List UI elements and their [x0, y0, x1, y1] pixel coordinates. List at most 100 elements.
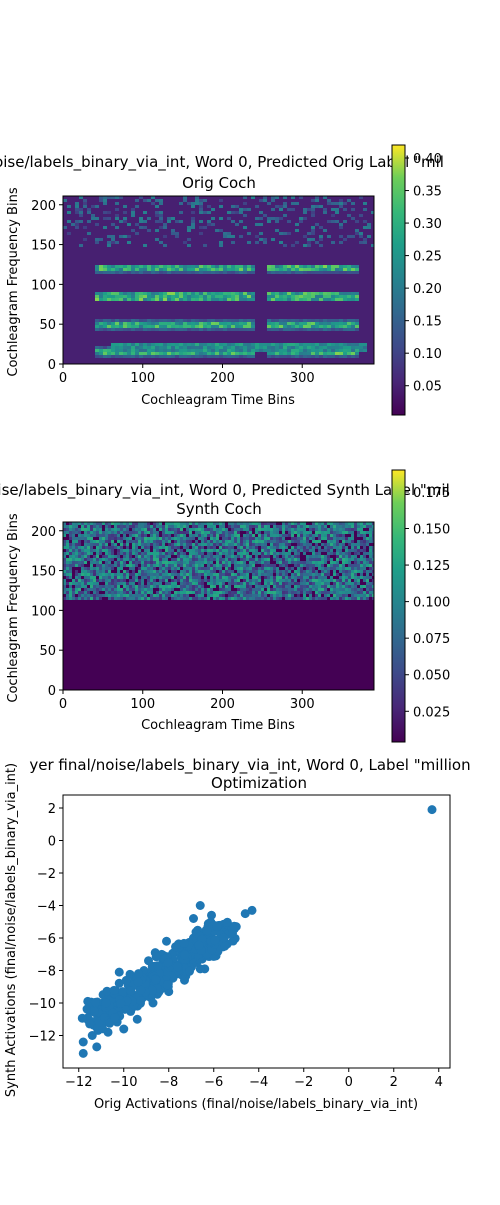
- heatmap-cell: [186, 594, 189, 597]
- heatmap-cell: [213, 522, 216, 525]
- heatmap-cell: [231, 235, 235, 238]
- heatmap-cell: [162, 597, 165, 600]
- synth-axes-frame: [62, 521, 375, 691]
- heatmap-cell: [351, 208, 355, 211]
- heatmap-cell: [327, 319, 331, 322]
- heatmap-cell: [311, 205, 315, 208]
- heatmap-cell: [103, 298, 107, 301]
- heatmap-cell: [123, 265, 127, 268]
- heatmap-cell: [69, 531, 72, 534]
- heatmap-cell: [291, 582, 294, 585]
- heatmap-cell: [267, 531, 270, 534]
- heatmap-cell: [141, 558, 144, 561]
- heatmap-cell: [216, 543, 219, 546]
- heatmap-cell: [153, 570, 156, 573]
- heatmap-cell: [150, 564, 153, 567]
- heatmap-cell: [237, 576, 240, 579]
- heatmap-cell: [139, 271, 143, 274]
- heatmap-cell: [327, 543, 330, 546]
- heatmap-cell: [147, 295, 151, 298]
- heatmap-cell: [192, 549, 195, 552]
- heatmap-cell: [291, 265, 295, 268]
- heatmap-cell: [327, 552, 330, 555]
- heatmap-cell: [315, 319, 319, 322]
- heatmap-cell: [306, 561, 309, 564]
- heatmap-cell: [303, 531, 306, 534]
- heatmap-cell: [283, 214, 287, 217]
- heatmap-cell: [327, 558, 330, 561]
- heatmap-cell: [211, 352, 215, 355]
- heatmap-cell: [207, 579, 210, 582]
- heatmap-cell: [252, 537, 255, 540]
- heatmap-cell: [210, 525, 213, 528]
- heatmap-cell: [201, 573, 204, 576]
- heatmap-cell: [279, 561, 282, 564]
- heatmap-cell: [215, 352, 219, 355]
- heatmap-cell: [84, 576, 87, 579]
- heatmap-cell: [204, 564, 207, 567]
- heatmap-cell: [201, 528, 204, 531]
- heatmap-cell: [231, 537, 234, 540]
- heatmap-cell: [275, 196, 279, 199]
- synth-coch-panel: oise/labels_binary_via_int, Word 0, Pred…: [0, 469, 450, 743]
- heatmap-cell: [333, 552, 336, 555]
- heatmap-cell: [252, 567, 255, 570]
- heatmap-cell: [288, 576, 291, 579]
- heatmap-cell: [312, 546, 315, 549]
- heatmap-cell: [156, 552, 159, 555]
- heatmap-cell: [282, 579, 285, 582]
- heatmap-cell: [175, 235, 179, 238]
- heatmap-cell: [287, 298, 291, 301]
- heatmap-cell: [187, 265, 191, 268]
- heatmap-cell: [333, 531, 336, 534]
- heatmap-cell: [324, 528, 327, 531]
- heatmap-cell: [247, 232, 251, 235]
- heatmap-cell: [215, 271, 219, 274]
- heatmap-cell: [237, 588, 240, 591]
- heatmap-cell: [294, 597, 297, 600]
- heatmap-cell: [355, 319, 359, 322]
- heatmap-cell: [251, 325, 255, 328]
- heatmap-cell: [156, 537, 159, 540]
- heatmap-cell: [168, 555, 171, 558]
- heatmap-cell: [251, 196, 255, 199]
- heatmap-cell: [135, 588, 138, 591]
- heatmap-cell: [240, 543, 243, 546]
- heatmap-cell: [357, 597, 360, 600]
- heatmap-cell: [336, 555, 339, 558]
- heatmap-cell: [129, 582, 132, 585]
- heatmap-cell: [123, 271, 127, 274]
- heatmap-cell: [155, 352, 159, 355]
- heatmap-cell: [127, 355, 131, 358]
- heatmap-cell: [251, 268, 255, 271]
- heatmap-cell: [93, 546, 96, 549]
- heatmap-cell: [211, 343, 215, 346]
- heatmap-cell: [189, 585, 192, 588]
- heatmap-cell: [246, 543, 249, 546]
- heatmap-cell: [231, 546, 234, 549]
- heatmap-cell: [270, 549, 273, 552]
- heatmap-cell: [78, 537, 81, 540]
- heatmap-cell: [90, 591, 93, 594]
- heatmap-cell: [311, 322, 315, 325]
- heatmap-cell: [175, 271, 179, 274]
- heatmap-cell: [219, 582, 222, 585]
- y-tick-label: 100: [31, 278, 56, 293]
- heatmap-cell: [331, 298, 335, 301]
- heatmap-cell: [120, 597, 123, 600]
- heatmap-cell: [195, 325, 199, 328]
- heatmap-cell: [243, 355, 247, 358]
- heatmap-cell: [179, 268, 183, 271]
- heatmap-cell: [283, 268, 287, 271]
- heatmap-cell: [183, 543, 186, 546]
- heatmap-cell: [151, 268, 155, 271]
- heatmap-cell: [331, 265, 335, 268]
- heatmap-cell: [243, 549, 246, 552]
- heatmap-cell: [300, 543, 303, 546]
- heatmap-cell: [312, 534, 315, 537]
- heatmap-cell: [204, 525, 207, 528]
- heatmap-cell: [367, 226, 371, 229]
- heatmap-cell: [189, 597, 192, 600]
- heatmap-cell: [343, 328, 347, 331]
- heatmap-cell: [167, 343, 171, 346]
